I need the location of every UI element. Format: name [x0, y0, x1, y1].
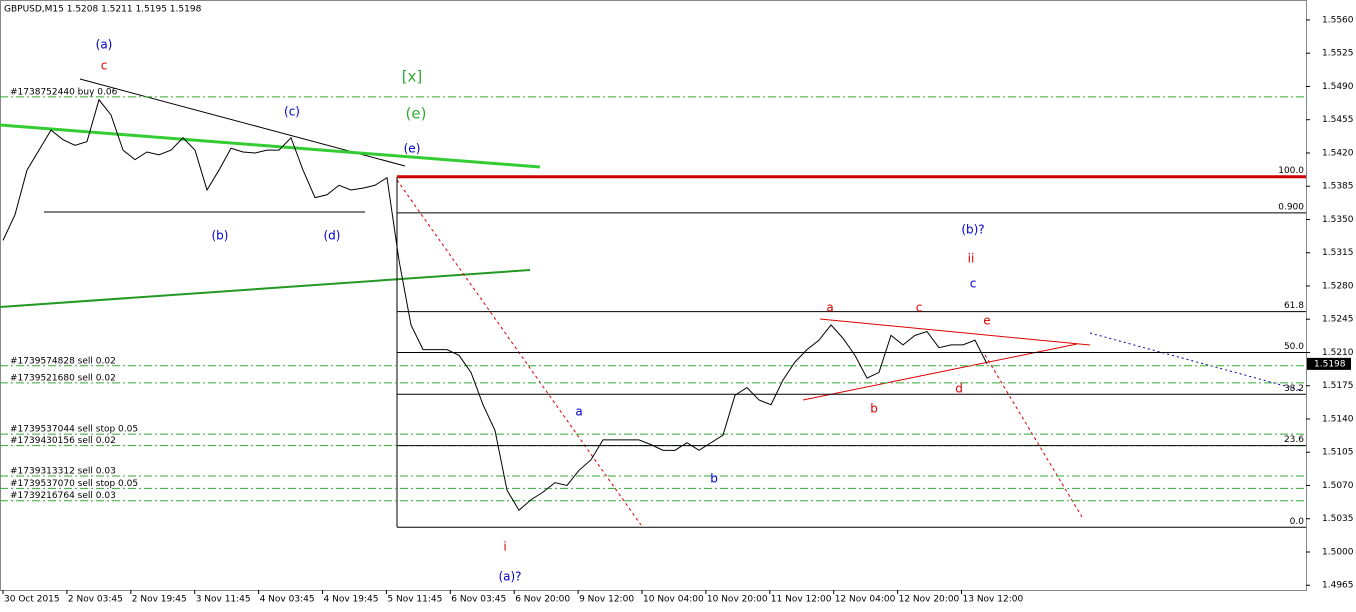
wave-label: c: [101, 59, 108, 73]
order-label: #1739537044 sell stop 0.05: [10, 425, 138, 435]
fib-label: 38.2: [1284, 384, 1304, 394]
y-tick-label: 1.5245: [1322, 315, 1354, 325]
price-line: [2, 98, 988, 511]
wave-label: ii: [968, 252, 975, 266]
wave-label: i: [503, 540, 506, 554]
chart-title: GBPUSD,M15 1.5208 1.5211 1.5195 1.5198: [4, 5, 202, 15]
y-tick-label: 1.5140: [1322, 414, 1354, 424]
fib-label: 50.0: [1284, 342, 1304, 352]
y-tick-label: 1.5070: [1322, 481, 1354, 491]
y-tick-label: 1.5280: [1322, 281, 1354, 291]
order-label: #1739430156 sell 0.02: [10, 436, 116, 446]
wave-label: d: [955, 382, 963, 396]
plot-frame: [0, 0, 1307, 591]
x-tick-label: 11 Nov 12:00: [771, 595, 832, 605]
x-tick-label: 10 Nov 20:00: [707, 595, 768, 605]
trend-line: [984, 354, 1083, 518]
trend-line: [1089, 332, 1301, 391]
wave-label: (e): [404, 142, 421, 156]
y-tick-label: 1.5105: [1322, 448, 1354, 458]
wave-label: (e): [406, 105, 427, 123]
wave-label: (b): [212, 229, 229, 243]
fib-label: 100.0: [1278, 166, 1304, 176]
y-tick-label: 1.5420: [1322, 148, 1354, 158]
x-tick-label: 10 Nov 04:00: [643, 595, 704, 605]
x-tick-label: 6 Nov 03:45: [451, 595, 506, 605]
x-tick-label: 3 Nov 11:45: [196, 595, 251, 605]
y-tick-label: 1.5525: [1322, 49, 1354, 59]
wave-label: c: [916, 301, 923, 315]
order-label: #1738752440 buy 0.06: [10, 87, 118, 97]
price-tag: [1307, 357, 1351, 370]
triangle-line: [802, 343, 1078, 401]
x-tick-label: 4 Nov 19:45: [324, 595, 379, 605]
y-tick-label: 1.5560: [1322, 15, 1354, 25]
y-tick-label: 1.4965: [1322, 581, 1354, 591]
x-tick-label: 5 Nov 11:45: [387, 595, 442, 605]
fib-label: 61.8: [1284, 301, 1304, 311]
order-label: #1739313312 sell 0.03: [10, 466, 116, 476]
wave-label: (a)?: [498, 570, 521, 584]
y-tick-label: 1.5385: [1322, 182, 1354, 192]
y-tick-label: 1.5315: [1322, 248, 1354, 258]
triangle-line: [819, 318, 1091, 346]
y-tick-label: 1.5035: [1322, 514, 1354, 524]
x-tick-label: 12 Nov 20:00: [899, 595, 960, 605]
wave-label: a: [826, 301, 833, 315]
order-label: #1739574828 sell 0.02: [10, 356, 116, 366]
y-tick-label: 1.5175: [1322, 381, 1354, 391]
wave-label: e: [983, 314, 990, 328]
x-tick-label: 12 Nov 04:00: [835, 595, 896, 605]
wave-label: b: [870, 402, 878, 416]
order-label: #1739521680 sell 0.02: [10, 373, 116, 383]
fib-label: 23.6: [1284, 435, 1304, 445]
x-tick-label: 9 Nov 12:00: [579, 595, 634, 605]
wave-label: (b)?: [961, 223, 984, 237]
x-tick-label: 6 Nov 20:00: [515, 595, 570, 605]
wave-label: [x]: [402, 68, 423, 86]
y-tick-label: 1.5455: [1322, 115, 1354, 125]
x-tick-label: 2 Nov 19:45: [132, 595, 187, 605]
wave-label: b: [710, 472, 718, 486]
wave-label: (a): [96, 38, 113, 52]
fib-label: 0.900: [1278, 202, 1304, 212]
wave-label: (c): [284, 105, 300, 119]
x-tick-label: 13 Nov 12:00: [963, 595, 1024, 605]
x-tick-label: 2 Nov 03:45: [68, 595, 123, 605]
x-tick-label: 30 Oct 2015: [4, 595, 60, 605]
y-tick-label: 1.5000: [1322, 547, 1354, 557]
wave-label: (d): [324, 229, 341, 243]
wave-label: c: [970, 277, 977, 291]
wave-label: a: [575, 405, 582, 419]
y-tick-label: 1.5350: [1322, 215, 1354, 225]
y-tick-label: 1.5490: [1322, 82, 1354, 92]
y-tick-label: 1.5210: [1322, 348, 1354, 358]
order-label: #1739216764 sell 0.03: [10, 491, 116, 501]
trend-line: [0, 269, 531, 308]
fib-label: 0.0: [1290, 517, 1305, 527]
price-tag-label: 1.5198: [1314, 359, 1346, 369]
x-tick-label: 4 Nov 03:45: [260, 595, 315, 605]
order-label: #1739537070 sell stop 0.05: [10, 479, 138, 489]
